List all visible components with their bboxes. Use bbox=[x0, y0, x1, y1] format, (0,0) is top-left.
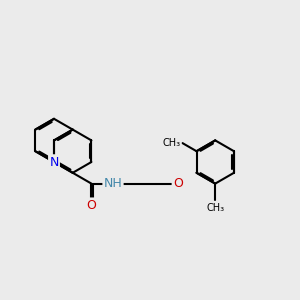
Text: CH₃: CH₃ bbox=[206, 203, 224, 213]
Text: O: O bbox=[86, 199, 96, 212]
Text: N: N bbox=[49, 155, 59, 169]
Text: CH₃: CH₃ bbox=[163, 138, 181, 148]
Text: O: O bbox=[173, 177, 183, 190]
Text: NH: NH bbox=[103, 177, 122, 190]
